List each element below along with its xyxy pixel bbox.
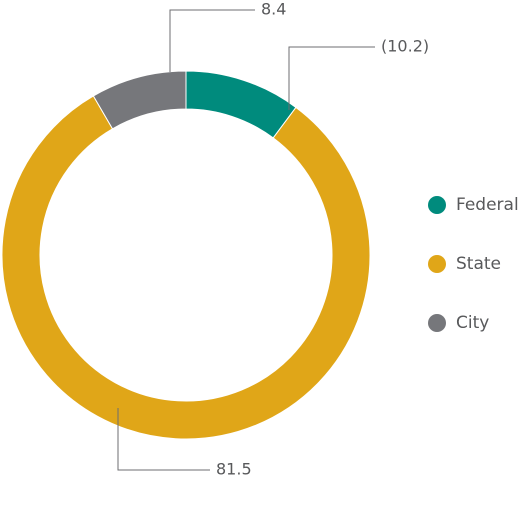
donut-slice <box>1 95 371 440</box>
data-label: 8.4 <box>261 0 286 19</box>
leader-line <box>169 9 255 72</box>
legend-label: Federal <box>456 195 519 215</box>
legend-swatch <box>428 255 446 273</box>
legend-swatch <box>428 196 446 214</box>
leader-line <box>288 46 375 110</box>
donut-slice <box>185 70 297 139</box>
data-label: 81.5 <box>216 460 252 479</box>
donut-slice <box>92 70 187 130</box>
leader-line <box>117 408 210 471</box>
data-label: (10.2) <box>381 37 429 56</box>
legend-swatch <box>428 314 446 332</box>
legend-label: City <box>456 313 489 333</box>
legend-label: State <box>456 254 501 274</box>
